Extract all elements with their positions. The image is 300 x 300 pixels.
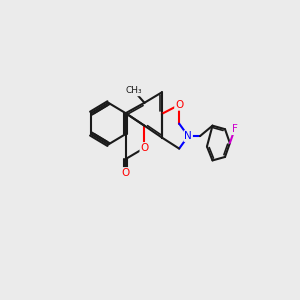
Text: O: O xyxy=(140,143,148,153)
Text: O: O xyxy=(122,168,130,178)
Text: CH₃: CH₃ xyxy=(126,86,142,95)
Text: O: O xyxy=(175,100,183,110)
Text: F: F xyxy=(232,124,238,134)
Text: N: N xyxy=(184,131,192,141)
